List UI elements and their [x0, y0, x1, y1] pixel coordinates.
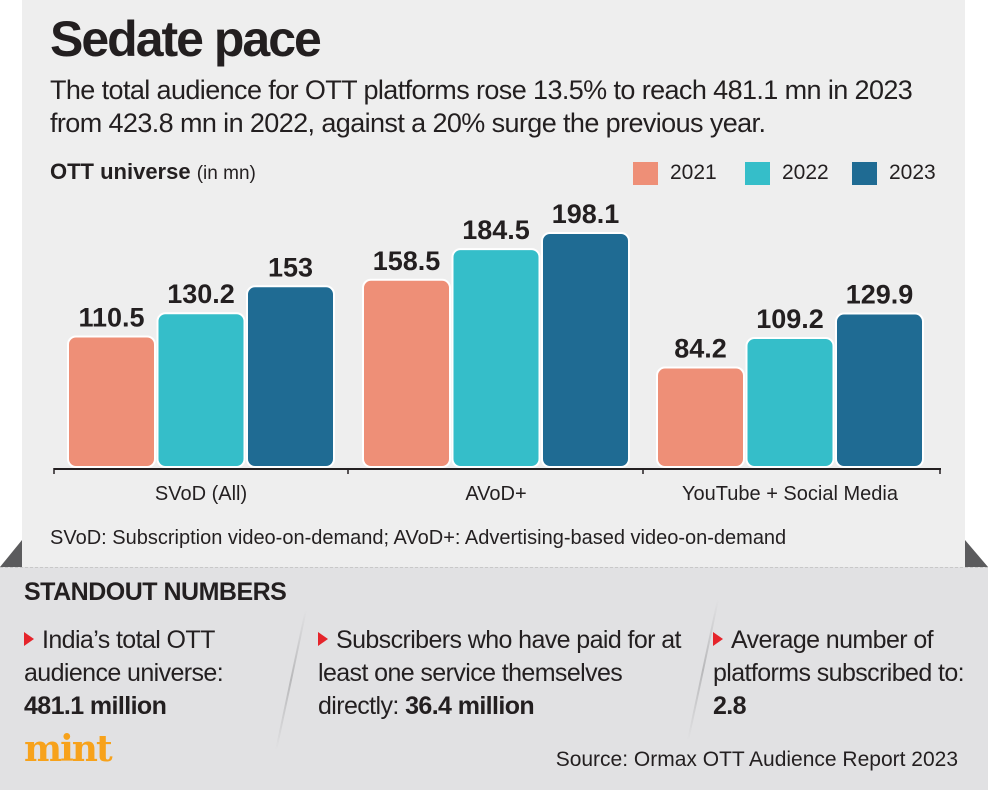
x-tick-label: YouTube + Social Media [682, 483, 899, 505]
data-label: 130.2 [167, 279, 235, 309]
legend-item-2022: 2022 [745, 161, 829, 185]
standout-text: India’s total OTT audience universe: [24, 626, 224, 687]
source: Source: Ormax OTT Audience Report 2023 [555, 748, 958, 771]
standout-item-2: Subscribers who have paid for at least o… [318, 624, 698, 723]
bar-2022-1 [451, 248, 541, 468]
bar-2021-0 [67, 335, 156, 468]
standout-text: Subscribers who have paid for at least o… [318, 626, 681, 720]
bar-2021-2 [656, 366, 745, 468]
fold-left [0, 540, 22, 567]
standout-text: Average number of platforms subscribed t… [713, 626, 965, 687]
bar-2023-2 [835, 312, 924, 469]
chart-note: SVoD: Subscription video-on-demand; AVoD… [50, 527, 787, 549]
data-label: 184.5 [462, 215, 530, 245]
chart-unit: (in mn) [196, 163, 256, 184]
bar-2023-0 [246, 285, 335, 468]
x-tick-label: SVoD (All) [155, 483, 247, 505]
legend-label: 2021 [670, 161, 717, 184]
data-label: 110.5 [78, 302, 144, 332]
standout-value: 2.8 [713, 692, 747, 720]
legend-swatch [852, 161, 877, 185]
x-tick-label: AVoD+ [465, 483, 526, 505]
data-label: 198.1 [552, 199, 620, 229]
data-label: 109.2 [756, 304, 824, 334]
bar-2023-1 [541, 232, 630, 468]
standout-value: 481.1 million [24, 692, 167, 720]
subtitle: The total audience for OTT platforms ros… [50, 75, 913, 138]
data-label: 153 [268, 252, 313, 282]
triangle-bullet-icon [318, 632, 328, 646]
data-label: 158.5 [373, 246, 441, 276]
standout-heading: STANDOUT NUMBERS [24, 578, 287, 606]
triangle-bullet-icon [713, 632, 723, 646]
standout-item-3: Average number of platforms subscribed t… [713, 624, 968, 723]
standout-value: 36.4 million [405, 692, 535, 720]
triangle-bullet-icon [24, 632, 34, 646]
mint-logo: mint [24, 728, 113, 770]
bar-2022-2 [745, 337, 835, 468]
legend-swatch [633, 161, 658, 185]
legend-label: 2022 [782, 161, 829, 184]
bar-2022-0 [156, 312, 246, 469]
legend-swatch [745, 161, 770, 185]
legend-label: 2023 [889, 161, 936, 184]
legend-item-2023: 2023 [852, 161, 936, 185]
data-label: 129.9 [846, 280, 914, 310]
bar-2021-1 [362, 278, 451, 468]
legend-item-2021: 2021 [633, 161, 717, 185]
fold-right [965, 540, 988, 567]
standout-panel [0, 567, 988, 790]
data-label: 84.2 [674, 334, 727, 364]
chart-title: OTT universe (in mn) [50, 159, 256, 185]
chart-title-text: OTT universe [50, 159, 191, 184]
standout-item-1: India’s total OTT audience universe: 481.… [24, 624, 294, 723]
page-title: Sedate pace [50, 11, 322, 67]
bar-chart: 110.5 130.2 153 SVoD (All) 158.5 184.5 198.1 AV… [53, 199, 941, 505]
